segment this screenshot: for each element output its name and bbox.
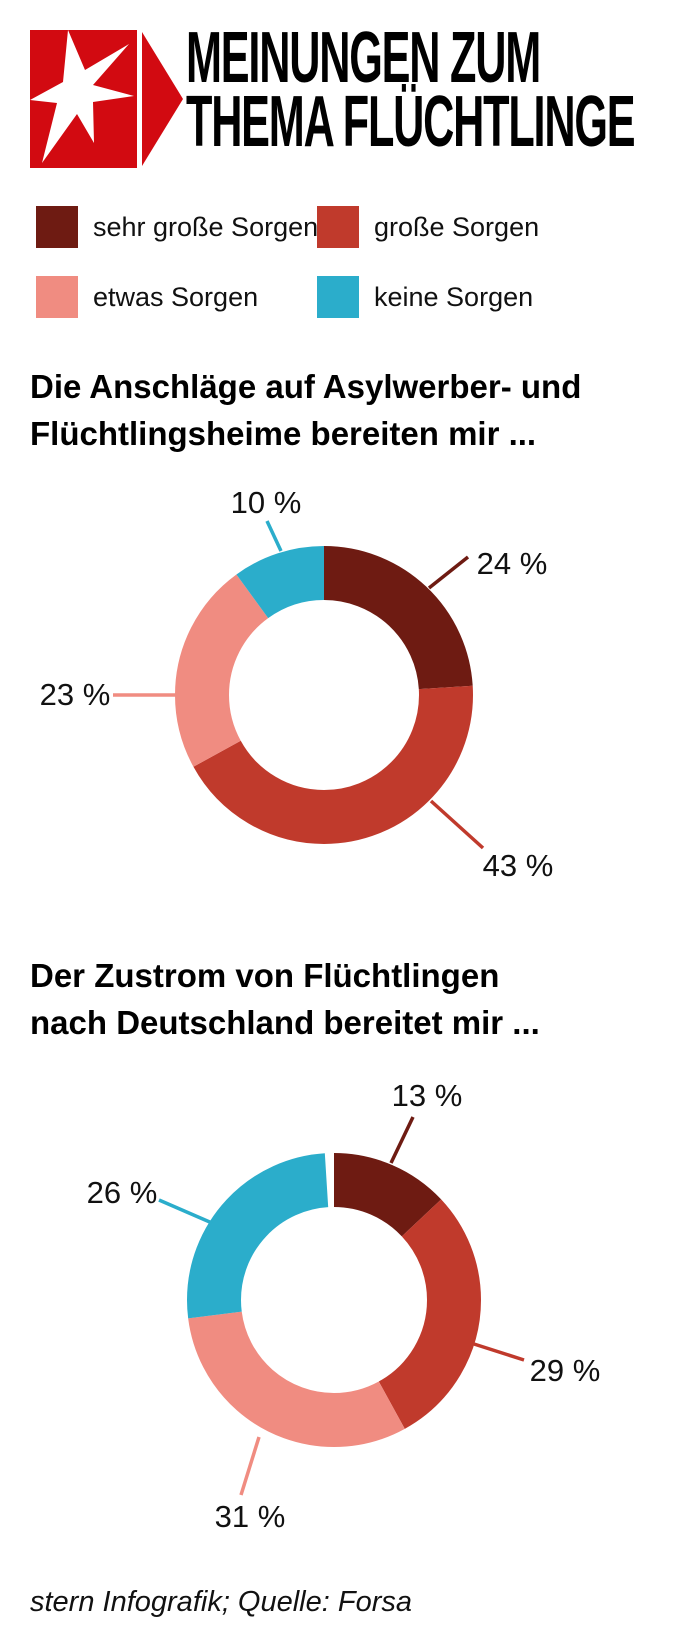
chart2-title: Der Zustrom von Flüchtlingen nach Deutsc…: [30, 952, 650, 1046]
donut-2-leader-line-keine-sorgen: [158, 1198, 213, 1225]
masthead-title: MEINUNGEN ZUM THEMA FLÜCHTLINGE: [186, 18, 636, 162]
legend-label: keine Sorgen: [374, 281, 534, 312]
donut-1-slice-etwas-sorgen: [175, 546, 473, 844]
masthead-title-line2: THEMA FLÜCHTLINGE: [186, 82, 636, 162]
legend-swatch-grosse-sorgen: [317, 206, 359, 248]
chart1-title: Die Anschläge auf Asylwerber- und Flücht…: [30, 363, 650, 457]
chart1-title-line1: Die Anschläge auf Asylwerber- und: [30, 368, 582, 405]
masthead-title-line1: MEINUNGEN ZUM: [186, 18, 541, 98]
donut-2-slice-etwas-sorgen: [187, 1153, 481, 1447]
stern-logo: [30, 30, 183, 168]
donut-1-percent-label-sehr-grosse-sorgen: 24 %: [476, 546, 548, 581]
chart2-title-line1: Der Zustrom von Flüchtlingen: [30, 957, 500, 994]
donut-2-percent-label-grosse-sorgen: 29 %: [529, 1353, 601, 1388]
donut-2-leader-line-etwas-sorgen: [239, 1436, 261, 1496]
donut-2-percent-label-keine-sorgen: 26 %: [86, 1175, 158, 1210]
arrow-right-icon: [142, 32, 183, 166]
legend-item-sehr-grosse-sorgen: sehr große Sorgen: [36, 206, 318, 248]
donut-1-percent-label-etwas-sorgen: 23 %: [39, 677, 111, 712]
donut-1-leader-line-grosse-sorgen: [429, 799, 485, 850]
donut-2-percent-label-sehr-grosse-sorgen: 13 %: [391, 1078, 463, 1113]
legend-item-grosse-sorgen: große Sorgen: [317, 206, 539, 248]
donut-1-leader-line-keine-sorgen: [265, 520, 283, 552]
donut-2-leader-line-sehr-grosse-sorgen: [389, 1116, 415, 1164]
legend-item-keine-sorgen: keine Sorgen: [317, 276, 533, 318]
donut-2-slice-grosse-sorgen: [187, 1153, 481, 1447]
donut-1-slice-grosse-sorgen: [175, 546, 473, 844]
source-credit: stern Infografik; Quelle: Forsa: [30, 1586, 412, 1618]
legend-label: etwas Sorgen: [93, 281, 259, 312]
legend-swatch-sehr-grosse-sorgen: [36, 206, 78, 248]
donut-2-slice-sehr-grosse-sorgen: [187, 1153, 481, 1447]
donut-2-slice-keine-sorgen: [187, 1153, 481, 1447]
donut-2-leader-line-grosse-sorgen: [473, 1342, 525, 1362]
legend-item-etwas-sorgen: etwas Sorgen: [36, 276, 258, 318]
legend-label: große Sorgen: [374, 211, 540, 242]
legend-swatch-keine-sorgen: [317, 276, 359, 318]
donut-1-percent-label-keine-sorgen: 10 %: [230, 485, 302, 520]
chart2-title-line2: nach Deutschland bereitet mir ...: [30, 1004, 540, 1041]
donut-1-slice-keine-sorgen: [175, 546, 473, 844]
legend-label: sehr große Sorgen: [93, 211, 319, 242]
star-icon: [30, 30, 134, 163]
legend-swatch-etwas-sorgen: [36, 276, 78, 318]
donut-1-leader-line-sehr-grosse-sorgen: [427, 555, 470, 590]
donut-1-percent-label-grosse-sorgen: 43 %: [482, 848, 554, 883]
donut-2-percent-label-etwas-sorgen: 31 %: [214, 1499, 286, 1534]
chart1-title-line2: Flüchtlingsheime bereiten mir ...: [30, 415, 537, 452]
